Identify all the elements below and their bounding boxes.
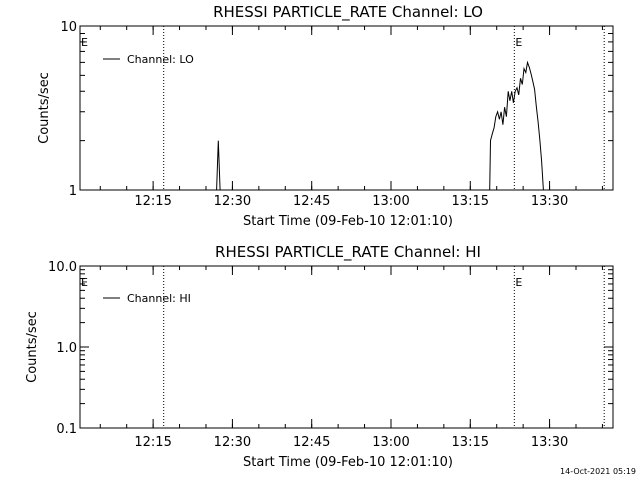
y-tick-label: 10.0	[48, 260, 77, 275]
series-line	[216, 60, 544, 191]
event-marker-label: E	[515, 36, 522, 49]
x-tick-label: 12:30	[214, 435, 251, 450]
x-ticks-hi: 12:15 12:30 12:45 13:00 13:15 13:30	[99, 266, 603, 450]
y-ticks-lo: 1 10	[60, 20, 613, 199]
event-marker-label: E	[81, 276, 88, 289]
x-tick-label: 13:15	[452, 194, 489, 209]
dotted-markers-lo	[163, 26, 605, 190]
series-lo	[216, 60, 544, 191]
x-axis-label-lo: Start Time (09-Feb-10 12:01:10)	[243, 214, 453, 229]
x-tick-label: 12:15	[134, 435, 171, 450]
x-tick-label: 13:30	[531, 435, 568, 450]
legend-label-hi: Channel: HI	[127, 292, 191, 305]
plot-frame-hi	[79, 265, 614, 429]
y-axis-label-lo: Counts/sec	[37, 72, 52, 144]
event-marker-label: E	[515, 276, 522, 289]
x-tick-label: 13:00	[372, 435, 409, 450]
panel-hi: RHESSI PARTICLE_RATE Channel: HI 12:15 12…	[25, 243, 614, 470]
x-tick-label: 12:30	[214, 194, 251, 209]
chart-title-hi: RHESSI PARTICLE_RATE Channel: HI	[215, 243, 481, 262]
x-tick-label: 13:30	[531, 194, 568, 209]
footer-timestamp: 14-Oct-2021 05:19	[560, 467, 636, 476]
chart-title-lo: RHESSI PARTICLE_RATE Channel: LO	[213, 3, 483, 22]
y-axis-label-hi: Counts/sec	[25, 311, 40, 383]
x-tick-label: 12:15	[134, 194, 171, 209]
y-tick-label: 0.1	[56, 422, 77, 437]
x-axis-label-hi: Start Time (09-Feb-10 12:01:10)	[243, 455, 453, 470]
x-tick-label: 13:00	[372, 194, 409, 209]
plot-frame-lo	[79, 25, 614, 191]
y-tick-label: 1.0	[56, 341, 77, 356]
legend-label-lo: Channel: LO	[127, 53, 194, 66]
x-tick-label: 13:15	[452, 435, 489, 450]
x-tick-label: 12:45	[293, 194, 330, 209]
panel-lo: RHESSI PARTICLE_RATE Channel: LO 12:15 12…	[37, 3, 614, 229]
y-ticks-hi: 10.0 1.0 0.1	[48, 260, 613, 437]
y-tick-label: 1	[69, 184, 77, 199]
x-ticks-lo: 12:15 12:30 12:45 13:00 13:15 13:30	[99, 26, 603, 209]
y-tick-label: 10	[60, 20, 77, 35]
dotted-markers-hi	[163, 266, 605, 428]
x-tick-label: 12:45	[293, 435, 330, 450]
event-marker-label: E	[81, 36, 88, 49]
